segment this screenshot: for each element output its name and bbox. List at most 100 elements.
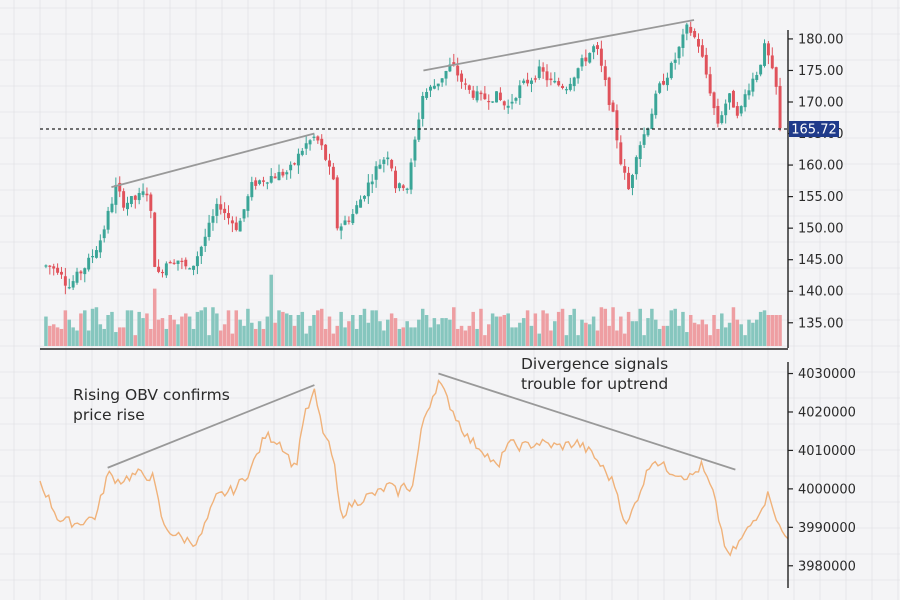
candle-body xyxy=(106,210,110,230)
obv-tick-label: 4000000 xyxy=(798,482,856,497)
candle xyxy=(94,246,98,259)
candle xyxy=(541,62,545,79)
volume-bar xyxy=(137,311,141,346)
volume-bar xyxy=(455,328,460,346)
volume-bar xyxy=(603,308,608,346)
volume-bar xyxy=(529,325,534,346)
volume-bar xyxy=(265,316,270,346)
candle-body xyxy=(432,85,436,89)
candle xyxy=(289,161,293,179)
volume-bar xyxy=(751,322,755,346)
volume-bar xyxy=(743,335,747,346)
obv-line xyxy=(39,379,789,557)
volume-bar xyxy=(518,322,522,346)
candle xyxy=(755,71,759,83)
candle xyxy=(704,47,708,79)
candle-body xyxy=(343,220,347,225)
candle-body xyxy=(607,77,611,105)
volume-bar xyxy=(94,307,99,346)
volume-bar xyxy=(168,315,172,346)
volume-bar xyxy=(739,324,743,346)
candle-body xyxy=(487,100,491,103)
obv-tick-label: 4030000 xyxy=(798,367,856,382)
volume-bar xyxy=(253,328,258,346)
candle xyxy=(553,72,557,84)
candle-body xyxy=(615,110,619,141)
candle-body xyxy=(436,83,440,87)
candle xyxy=(91,249,95,264)
candle xyxy=(149,192,153,219)
candle-body xyxy=(712,92,716,109)
current-price-badge xyxy=(789,120,839,137)
volume-bar xyxy=(288,315,293,346)
volume-bar xyxy=(692,322,697,346)
candle xyxy=(234,216,238,232)
obv-panel xyxy=(39,372,789,557)
candle-body xyxy=(774,67,778,87)
volume-bar xyxy=(533,313,538,346)
volume-bar xyxy=(634,321,639,346)
volume-bar xyxy=(238,319,242,346)
candle xyxy=(79,270,83,281)
volume-bar xyxy=(553,321,557,346)
candle-body xyxy=(677,46,681,59)
candle xyxy=(638,141,642,167)
candle xyxy=(195,251,199,275)
volume-bar xyxy=(669,310,674,346)
candle xyxy=(114,177,118,214)
candle xyxy=(665,72,669,91)
candle xyxy=(390,158,394,172)
volume-bar xyxy=(335,325,340,346)
candle-body xyxy=(172,262,176,264)
volume-bar xyxy=(475,328,479,346)
price-tick-label: 155.00 xyxy=(798,190,844,205)
volume-bar xyxy=(541,310,545,346)
volume-bar xyxy=(576,335,580,346)
candle-body xyxy=(397,183,401,189)
candle xyxy=(611,100,615,113)
candle xyxy=(133,194,137,209)
candle-body xyxy=(514,98,518,101)
volume-bar xyxy=(250,322,254,346)
candle xyxy=(129,195,133,208)
volume-bar xyxy=(312,315,316,346)
volume-bar xyxy=(59,328,64,346)
candle xyxy=(122,188,126,211)
candle xyxy=(316,135,320,144)
volume-bar xyxy=(222,324,227,346)
volume-bar xyxy=(650,308,654,346)
candle-body xyxy=(576,68,580,79)
candle-body xyxy=(289,164,293,171)
candle xyxy=(180,257,184,270)
candle xyxy=(479,90,483,101)
volume-bar xyxy=(506,313,510,346)
candle-body xyxy=(296,153,300,166)
volume-bar xyxy=(195,311,200,346)
candle xyxy=(487,94,491,110)
candle-body xyxy=(102,229,106,239)
volume-bar xyxy=(502,315,507,346)
candle xyxy=(184,257,188,270)
candle-body xyxy=(537,66,541,79)
volume-bar xyxy=(677,325,681,346)
candle-body xyxy=(145,193,149,196)
candle xyxy=(168,260,172,264)
candle-body xyxy=(153,212,157,267)
candle-body xyxy=(366,182,370,197)
volume-bar xyxy=(90,308,95,346)
volume-bar xyxy=(490,313,495,346)
volume-bar xyxy=(319,308,324,346)
volume-bar xyxy=(226,310,231,346)
volume-bar xyxy=(766,315,771,346)
volume-bar xyxy=(117,327,122,346)
volume-bar xyxy=(191,328,196,346)
candle-body xyxy=(91,256,95,258)
volume-bar xyxy=(424,315,429,346)
candle xyxy=(607,76,611,111)
volume-bar xyxy=(611,307,615,346)
volume-bar xyxy=(347,321,351,346)
candle xyxy=(67,278,71,290)
candle xyxy=(246,194,250,218)
obv-tick-label: 3980000 xyxy=(798,559,856,574)
volume-bar xyxy=(354,328,359,346)
